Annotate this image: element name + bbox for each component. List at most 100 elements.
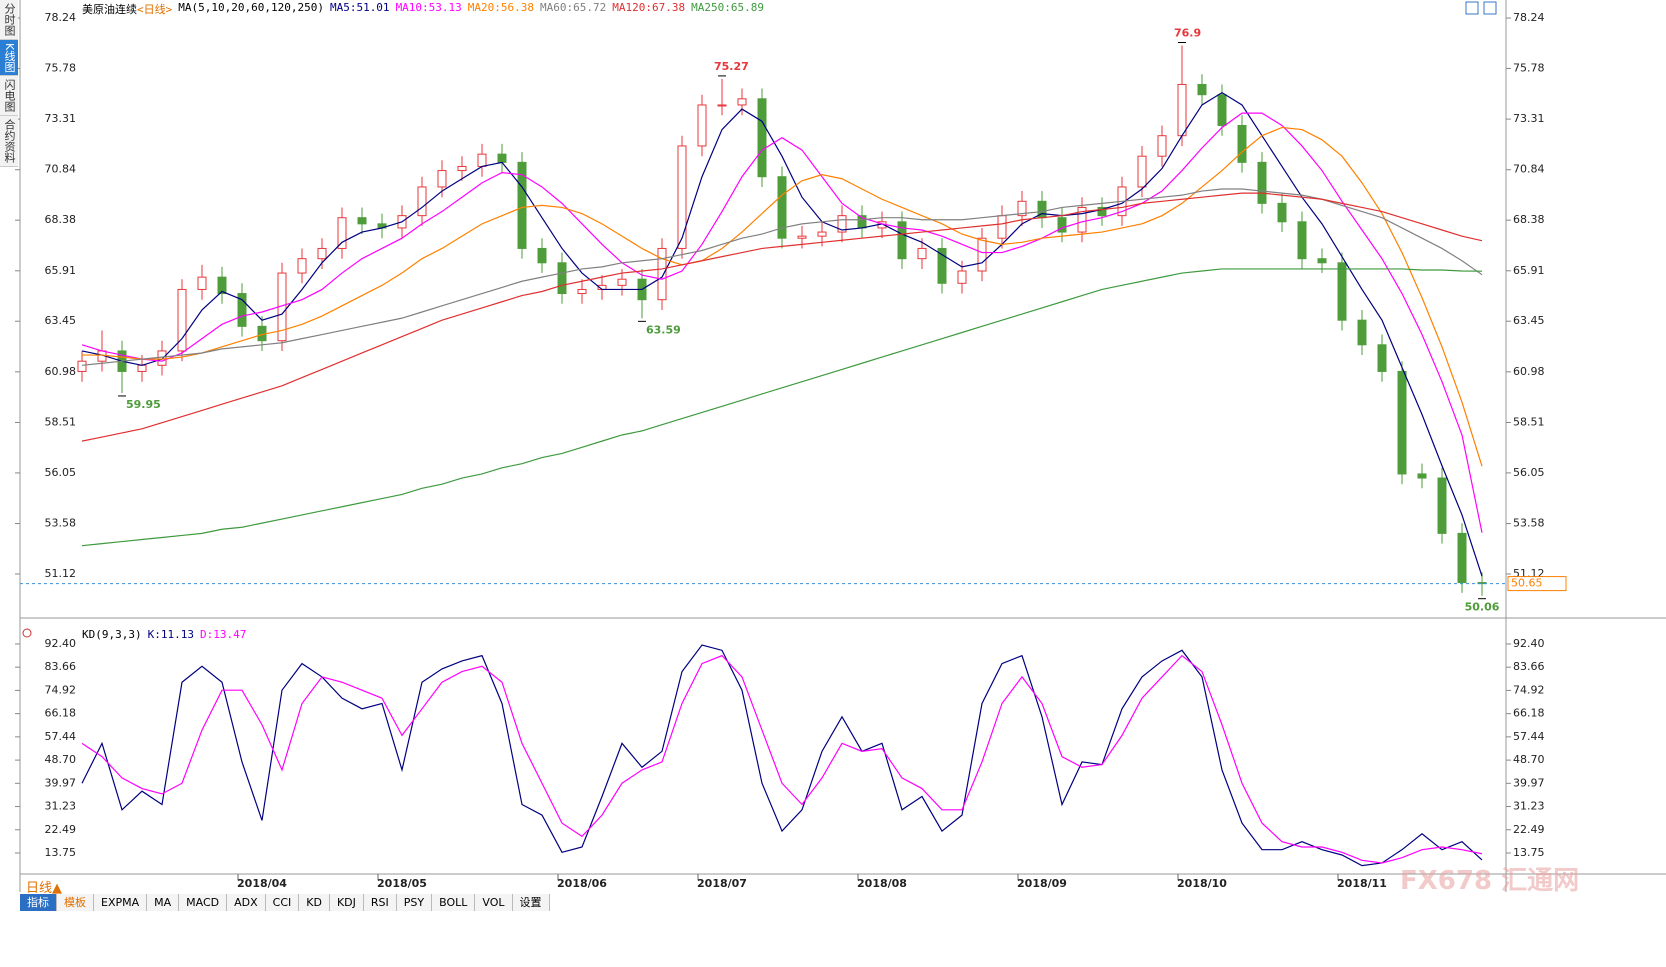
y-tick-label: 70.84 [45, 163, 77, 176]
candle-body [537, 247, 547, 264]
candle-body [477, 153, 487, 167]
candle-body [977, 237, 987, 272]
candle-body [1257, 161, 1267, 204]
toolbar-tab[interactable]: KD [299, 894, 330, 911]
y-tick-label: 53.58 [1513, 517, 1545, 530]
y-tick-label: 31.23 [45, 800, 77, 813]
sidebar: 分时图 K线图 闪电图 合约资料 [0, 0, 18, 168]
candle-body [1297, 221, 1307, 260]
candle-body [177, 288, 187, 352]
y-tick-label: 68.38 [1513, 213, 1545, 226]
button[interactable] [1465, 1, 1479, 15]
toolbar-tab[interactable]: VOL [475, 894, 513, 911]
y-tick-label: 22.49 [1513, 823, 1545, 836]
y-tick-label: 63.45 [45, 314, 77, 327]
candle-body [1337, 262, 1347, 321]
y-tick-label: 73.31 [1513, 112, 1545, 125]
candle-body [917, 247, 927, 260]
toolbar-tab[interactable]: MACD [179, 894, 228, 911]
high-label: 75.27 [714, 60, 749, 73]
toolbar-tab[interactable]: RSI [363, 894, 397, 911]
candle-body [1077, 206, 1087, 233]
legend-entry: MA10:53.13 [395, 1, 462, 14]
candle-body [357, 217, 367, 225]
candle-body [797, 235, 807, 239]
y-tick-label: 22.49 [45, 823, 77, 836]
candle-body [1017, 200, 1027, 217]
candle-body [657, 247, 667, 301]
period-button[interactable]: 日线▲ [26, 881, 62, 896]
y-tick-label: 48.70 [45, 753, 77, 766]
x-tick-label: 2018/06 [557, 877, 607, 890]
candle-body [137, 364, 147, 372]
candle-body [557, 262, 567, 295]
y-tick-label: 70.84 [1513, 163, 1545, 176]
legend-entry: MA250:65.89 [691, 1, 764, 14]
legend-entry: MA20:56.38 [467, 1, 535, 14]
line [81, 188, 1483, 366]
candle-body [717, 104, 727, 107]
candle-body [157, 350, 167, 366]
toolbar-tab[interactable]: KDJ [329, 894, 364, 911]
candle-body [777, 176, 787, 239]
tab[interactable]: K线图 [0, 40, 18, 77]
x-tick-label: 2018/09 [1017, 877, 1067, 890]
indicator: MA(5,10,20,60,120,250) [178, 1, 324, 14]
button[interactable] [1483, 1, 1497, 15]
tab[interactable]: 合约资料 [0, 116, 18, 168]
toolbar-tab[interactable]: 指标 [20, 894, 57, 911]
candle-body [217, 276, 227, 295]
price-tag [1507, 576, 1567, 592]
legend-entry: D:13.47 [199, 628, 247, 641]
line [81, 91, 1483, 577]
toolbar-tab[interactable]: BOLL [432, 894, 476, 911]
candle-body [497, 153, 507, 163]
tab[interactable]: 闪电图 [0, 76, 18, 117]
y-tick-label: 83.66 [1513, 660, 1545, 673]
y-tick-label: 74.92 [1513, 683, 1545, 696]
y-tick-label: 92.40 [1513, 637, 1545, 650]
y-tick-label: 60.98 [45, 365, 77, 378]
toolbar-tab[interactable]: 设置 [512, 894, 550, 911]
low-label: 59.95 [126, 398, 161, 411]
candle-body [437, 170, 447, 188]
toolbar-tab[interactable]: ADX [227, 894, 266, 911]
line [81, 644, 1483, 867]
candle-body [697, 104, 707, 147]
y-tick-label: 58.51 [45, 415, 77, 428]
candle-body [337, 217, 347, 249]
y-tick-label: 65.91 [45, 264, 77, 277]
candle-body [1397, 370, 1407, 475]
toolbar-tab[interactable]: EXPMA [94, 894, 148, 911]
tab[interactable]: 分时图 [0, 0, 18, 40]
y-tick-label: 63.45 [1513, 314, 1545, 327]
y-tick-label: 60.98 [1513, 365, 1545, 378]
y-tick-label: 53.58 [45, 517, 77, 530]
toolbar-tab[interactable]: 模板 [57, 894, 94, 911]
y-tick-label: 78.24 [1513, 11, 1545, 24]
y-tick-label: 57.44 [45, 730, 77, 743]
y-tick-label: 78.24 [45, 11, 77, 24]
candle-body [1277, 202, 1287, 223]
candle-body [757, 98, 767, 178]
candle-body [517, 161, 527, 249]
y-tick-label: 56.05 [1513, 466, 1545, 479]
toolbar-tab[interactable]: CCI [265, 894, 300, 911]
legend-entry: K:11.13 [147, 628, 194, 641]
settings-icon[interactable] [22, 628, 32, 638]
x-tick-label: 2018/11 [1337, 877, 1387, 890]
low-label: 63.59 [646, 323, 681, 336]
y-tick-label: 73.31 [45, 112, 77, 125]
candle-body [837, 215, 847, 233]
toolbar-tab[interactable]: PSY [396, 894, 433, 911]
candle-body [617, 278, 627, 286]
candle-body [937, 247, 947, 284]
toolbar-tab[interactable]: MA [147, 894, 180, 911]
candle-body [1177, 83, 1187, 137]
candle-body [1197, 83, 1207, 96]
legend-entry: MA5:51.01 [329, 1, 390, 14]
x-tick-label: 2018/04 [237, 877, 287, 890]
candle-body [1057, 217, 1067, 233]
